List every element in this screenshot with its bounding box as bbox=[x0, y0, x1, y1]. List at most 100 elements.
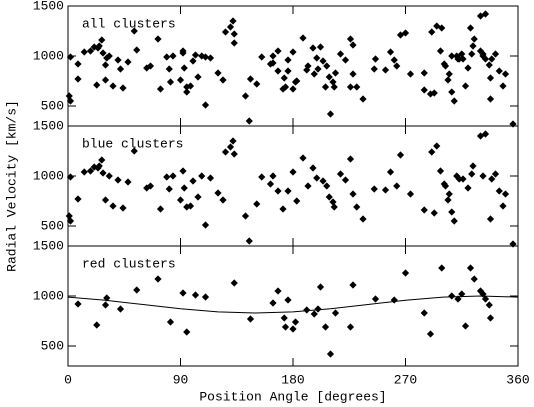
point bbox=[163, 53, 171, 61]
point bbox=[246, 315, 255, 323]
point bbox=[284, 67, 292, 75]
point bbox=[169, 172, 177, 180]
point bbox=[133, 286, 141, 294]
point bbox=[470, 275, 478, 283]
point bbox=[326, 110, 335, 118]
point bbox=[114, 176, 122, 184]
y-axis-label: Radial Velocity [km/s] bbox=[4, 100, 19, 272]
point bbox=[226, 143, 235, 151]
point bbox=[280, 314, 288, 322]
point bbox=[245, 237, 253, 245]
point bbox=[393, 62, 401, 70]
y-tick-label: 1000 bbox=[33, 168, 64, 183]
point bbox=[430, 209, 438, 217]
point bbox=[436, 47, 445, 55]
point bbox=[191, 291, 200, 299]
point bbox=[466, 24, 475, 32]
point bbox=[258, 173, 266, 181]
point bbox=[303, 306, 311, 314]
point bbox=[450, 217, 458, 225]
point bbox=[101, 61, 110, 69]
point bbox=[214, 189, 222, 197]
point bbox=[299, 154, 307, 162]
point bbox=[450, 97, 458, 105]
point bbox=[481, 130, 490, 138]
point bbox=[194, 193, 202, 201]
point bbox=[438, 24, 446, 32]
point bbox=[266, 180, 275, 188]
point bbox=[299, 34, 307, 42]
point bbox=[284, 56, 292, 64]
point bbox=[349, 190, 357, 198]
point bbox=[291, 78, 300, 86]
y-tick-label: 500 bbox=[41, 98, 64, 113]
point bbox=[258, 53, 266, 61]
point bbox=[433, 142, 441, 150]
point bbox=[269, 299, 277, 307]
point bbox=[386, 48, 395, 56]
point bbox=[65, 212, 73, 220]
point bbox=[124, 58, 132, 66]
point bbox=[293, 197, 301, 205]
point bbox=[393, 182, 401, 190]
point bbox=[349, 70, 357, 78]
point bbox=[206, 54, 215, 62]
point bbox=[455, 175, 463, 183]
point bbox=[219, 76, 227, 84]
point bbox=[331, 309, 340, 317]
point bbox=[281, 323, 290, 331]
point bbox=[230, 279, 238, 287]
point bbox=[401, 269, 410, 277]
point bbox=[468, 170, 476, 178]
point bbox=[101, 196, 110, 204]
point bbox=[186, 202, 195, 210]
point bbox=[321, 323, 330, 331]
point bbox=[221, 148, 230, 156]
point bbox=[269, 59, 277, 67]
point bbox=[183, 83, 191, 91]
point bbox=[74, 195, 82, 203]
y-tick-label: 500 bbox=[41, 218, 64, 233]
point bbox=[488, 55, 496, 63]
point bbox=[189, 177, 197, 185]
point bbox=[486, 95, 495, 103]
point bbox=[488, 175, 496, 183]
point bbox=[86, 167, 95, 175]
point bbox=[353, 203, 361, 211]
point bbox=[466, 264, 475, 272]
panel-label: all clusters bbox=[82, 16, 176, 31]
point bbox=[230, 150, 238, 158]
point bbox=[325, 73, 333, 81]
point bbox=[314, 305, 322, 313]
point bbox=[481, 55, 490, 63]
y-tick-label: 1500 bbox=[33, 238, 64, 253]
point bbox=[289, 325, 297, 333]
point bbox=[371, 55, 380, 63]
point bbox=[349, 281, 357, 289]
point bbox=[269, 172, 277, 180]
point bbox=[370, 185, 378, 193]
point bbox=[313, 174, 321, 182]
point bbox=[169, 52, 177, 60]
point bbox=[444, 76, 452, 84]
point bbox=[101, 76, 110, 84]
point bbox=[289, 48, 297, 56]
point bbox=[459, 175, 467, 183]
point bbox=[381, 186, 390, 194]
point bbox=[331, 69, 340, 77]
point bbox=[330, 203, 338, 211]
point bbox=[509, 120, 517, 128]
point bbox=[479, 50, 487, 58]
point bbox=[346, 323, 355, 331]
point bbox=[329, 198, 337, 206]
point bbox=[330, 83, 338, 91]
point bbox=[74, 60, 82, 68]
point bbox=[226, 23, 235, 31]
point bbox=[459, 55, 467, 63]
point bbox=[229, 17, 237, 25]
point bbox=[229, 137, 237, 145]
point bbox=[116, 305, 125, 313]
point bbox=[214, 69, 222, 77]
point bbox=[198, 172, 206, 180]
point bbox=[65, 92, 73, 100]
